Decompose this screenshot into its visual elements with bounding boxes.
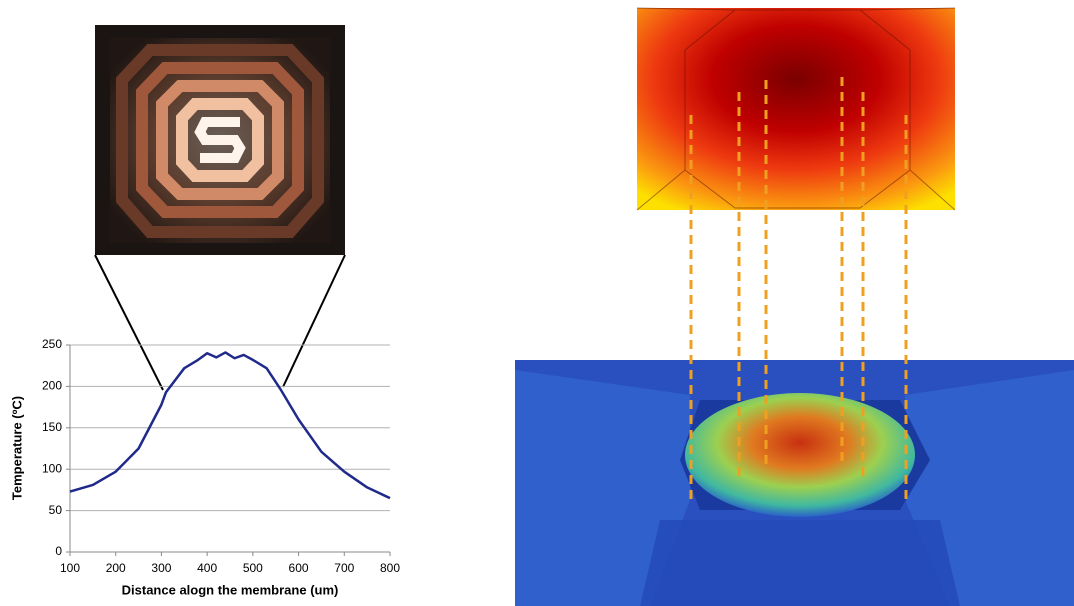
x-tick-label: 400 [197, 561, 217, 575]
x-tick-label: 200 [106, 561, 126, 575]
y-tick-label: 100 [42, 461, 62, 475]
y-tick-label: 50 [49, 503, 63, 517]
zoom-line [283, 255, 345, 387]
data-line [70, 352, 390, 498]
page: Temperature (ºC) Distance alogn the memb… [0, 0, 1074, 606]
y-axis-title: Temperature (ºC) [9, 396, 24, 500]
x-tick-label: 800 [380, 561, 400, 575]
figure: Temperature (ºC) Distance alogn the memb… [0, 0, 1074, 606]
y-tick-label: 250 [42, 337, 62, 351]
x-tick-label: 500 [243, 561, 263, 575]
x-tick-label: 300 [151, 561, 171, 575]
heater-photo [95, 25, 345, 255]
x-axis-title: Distance alogn the membrane (um) [122, 582, 339, 597]
x-tick-label: 100 [60, 561, 80, 575]
x-tick-label: 600 [289, 561, 309, 575]
line-chart: Temperature (ºC) Distance alogn the memb… [9, 337, 400, 597]
y-tick-label: 200 [42, 379, 62, 393]
zoom-line [95, 255, 163, 390]
y-tick-label: 150 [42, 420, 62, 434]
surface-plot [515, 360, 1074, 606]
y-tick-label: 0 [55, 544, 62, 558]
x-tick-label: 700 [334, 561, 354, 575]
